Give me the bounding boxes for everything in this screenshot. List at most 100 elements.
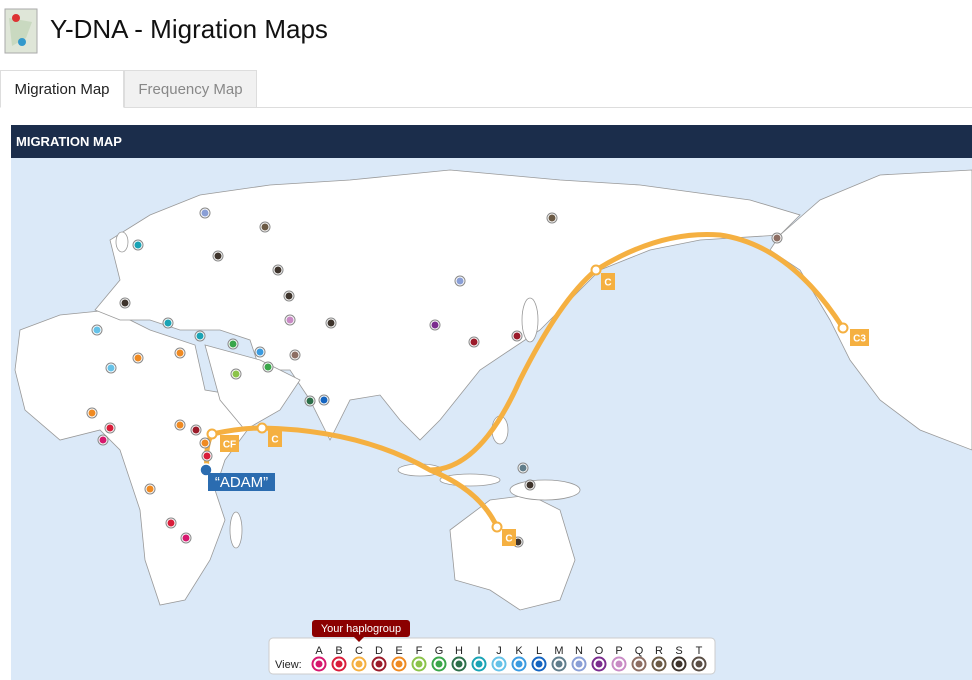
map-marker bbox=[286, 316, 294, 324]
haplogroup-dot bbox=[415, 660, 423, 668]
origin-label-box bbox=[208, 473, 275, 491]
haplogroup-dot bbox=[395, 660, 403, 668]
map-marker bbox=[431, 321, 439, 329]
map-marker bbox=[192, 426, 200, 434]
haplogroup-letter: D bbox=[375, 645, 383, 657]
map-marker bbox=[134, 354, 142, 362]
route-label: CF bbox=[223, 440, 236, 451]
tab-rule bbox=[257, 107, 972, 108]
route-label-box bbox=[601, 273, 615, 290]
page-title: Y-DNA - Migration Maps bbox=[50, 14, 328, 44]
haplogroup-letter: B bbox=[335, 645, 342, 657]
map-marker bbox=[88, 409, 96, 417]
haplogroup-letter: F bbox=[416, 645, 423, 657]
map-marker bbox=[773, 234, 781, 242]
map-marker bbox=[106, 424, 114, 432]
map-marker bbox=[261, 223, 269, 231]
map-marker bbox=[229, 340, 237, 348]
haplogroup-letter: R bbox=[655, 645, 663, 657]
map-marker bbox=[306, 397, 314, 405]
route-label: C3 bbox=[853, 334, 866, 345]
haplogroup-dot bbox=[695, 660, 703, 668]
map-marker bbox=[274, 266, 282, 274]
map-marker bbox=[285, 292, 293, 300]
app-icon bbox=[4, 8, 38, 54]
map-marker bbox=[320, 396, 328, 404]
haplogroup-dot bbox=[455, 660, 463, 668]
haplogroup-dot bbox=[495, 660, 503, 668]
haplogroup-letter: L bbox=[536, 645, 542, 657]
route-label-box bbox=[850, 329, 869, 346]
map-marker bbox=[146, 485, 154, 493]
map-marker bbox=[164, 319, 172, 327]
map-marker bbox=[470, 338, 478, 346]
map-marker bbox=[201, 439, 209, 447]
map-marker bbox=[203, 452, 211, 460]
haplogroup-letter: Q bbox=[635, 645, 644, 657]
route-label: C bbox=[271, 435, 278, 446]
tab[interactable]: Migration Map bbox=[0, 70, 124, 108]
haplogroup-letter: A bbox=[315, 645, 323, 657]
haplogroup-letter: T bbox=[696, 645, 703, 657]
map-marker bbox=[256, 348, 264, 356]
haplogroup-dot bbox=[675, 660, 683, 668]
haplogroup-letter: C bbox=[355, 645, 363, 657]
map-marker bbox=[182, 534, 190, 542]
haplogroup-dot bbox=[515, 660, 523, 668]
map-marker bbox=[526, 481, 534, 489]
haplogroup-dot bbox=[475, 660, 483, 668]
route-node bbox=[590, 264, 602, 276]
tab[interactable]: Frequency Map bbox=[124, 70, 257, 108]
haplogroup-dot bbox=[535, 660, 543, 668]
haplogroup-letter: H bbox=[455, 645, 463, 657]
haplogroup-dot bbox=[595, 660, 603, 668]
haplogroup-dot bbox=[575, 660, 583, 668]
map-marker bbox=[107, 364, 115, 372]
map-marker bbox=[99, 436, 107, 444]
haplogroup-dot bbox=[355, 660, 363, 668]
map-marker bbox=[514, 538, 522, 546]
route-node bbox=[206, 428, 218, 440]
haplogroup-dot bbox=[635, 660, 643, 668]
haplogroup-letter: J bbox=[496, 645, 502, 657]
route-label: C bbox=[505, 534, 512, 545]
map-marker bbox=[167, 519, 175, 527]
route-label-box bbox=[220, 435, 239, 452]
haplogroup-dot bbox=[315, 660, 323, 668]
map-marker bbox=[264, 363, 272, 371]
map-marker bbox=[513, 332, 521, 340]
map-marker bbox=[214, 252, 222, 260]
map-marker bbox=[176, 421, 184, 429]
haplogroup-dot bbox=[375, 660, 383, 668]
haplogroup-dot bbox=[615, 660, 623, 668]
haplogroup-letter: G bbox=[435, 645, 444, 657]
map-marker bbox=[232, 370, 240, 378]
haplogroup-dot bbox=[655, 660, 663, 668]
map-marker bbox=[519, 464, 527, 472]
map-marker bbox=[134, 241, 142, 249]
panel-title: MIGRATION MAP bbox=[11, 125, 972, 158]
map-marker bbox=[201, 209, 209, 217]
map-marker bbox=[121, 299, 129, 307]
map-marker bbox=[176, 349, 184, 357]
map-marker bbox=[456, 277, 464, 285]
map-marker bbox=[291, 351, 299, 359]
tooltip: Your haplogroup bbox=[321, 623, 401, 635]
route-node bbox=[491, 521, 503, 533]
route-label-box bbox=[502, 529, 516, 546]
map-marker bbox=[548, 214, 556, 222]
map-marker bbox=[196, 332, 204, 340]
haplogroup-letter: I bbox=[477, 645, 480, 657]
haplogroup-dot bbox=[335, 660, 343, 668]
route-node bbox=[256, 422, 268, 434]
route-label: C bbox=[604, 278, 611, 289]
haplogroup-letter: S bbox=[675, 645, 682, 657]
haplogroup-letter: M bbox=[554, 645, 563, 657]
haplogroup-letter: N bbox=[575, 645, 583, 657]
route-node bbox=[837, 322, 849, 334]
haplogroup-letter: P bbox=[615, 645, 622, 657]
haplogroup-dot bbox=[435, 660, 443, 668]
